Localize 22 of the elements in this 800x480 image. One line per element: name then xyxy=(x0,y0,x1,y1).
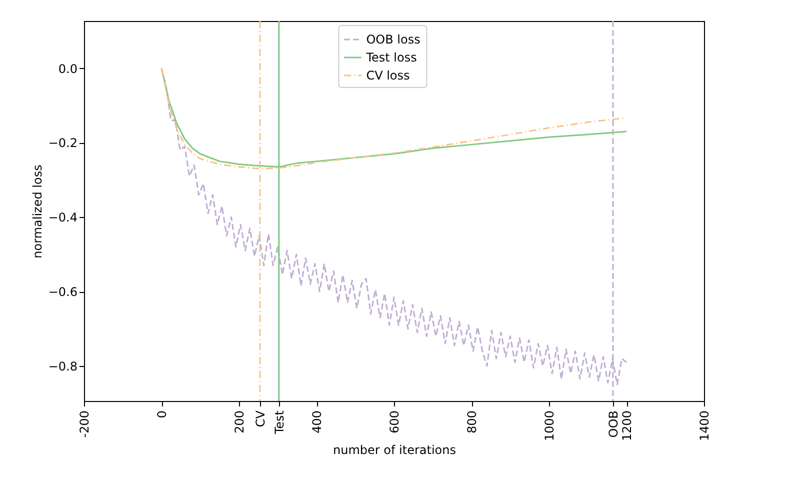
x-tick-label: 1000 xyxy=(542,410,556,442)
y-tick-label: −0.8 xyxy=(48,360,78,374)
y-tick-label: 0.0 xyxy=(58,62,78,76)
y-axis-title: normalized loss xyxy=(30,164,44,258)
y-tick-label: −0.4 xyxy=(48,210,78,225)
x-tick-label: 600 xyxy=(388,410,402,434)
legend-label: CV loss xyxy=(366,68,410,82)
legend-label: OOB loss xyxy=(366,32,420,46)
legend-label: Test loss xyxy=(365,50,417,64)
x-axis-title: number of iterations xyxy=(333,443,456,458)
x-tick-label: Test xyxy=(272,410,286,436)
x-tick-label: CV xyxy=(253,410,268,428)
x-tick-label: -200 xyxy=(78,410,92,438)
y-tick-label: −0.2 xyxy=(48,136,78,150)
x-tick-label: 400 xyxy=(310,410,324,434)
x-tick-label: 0 xyxy=(155,410,169,418)
x-tick-label: 800 xyxy=(465,410,479,434)
y-tick-label: −0.6 xyxy=(48,285,78,300)
x-tick-label: 200 xyxy=(232,410,246,434)
x-tick-label: 1400 xyxy=(698,410,712,442)
x-tick-label: 1200 xyxy=(620,410,634,442)
x-tick-label: OOB xyxy=(606,410,620,438)
